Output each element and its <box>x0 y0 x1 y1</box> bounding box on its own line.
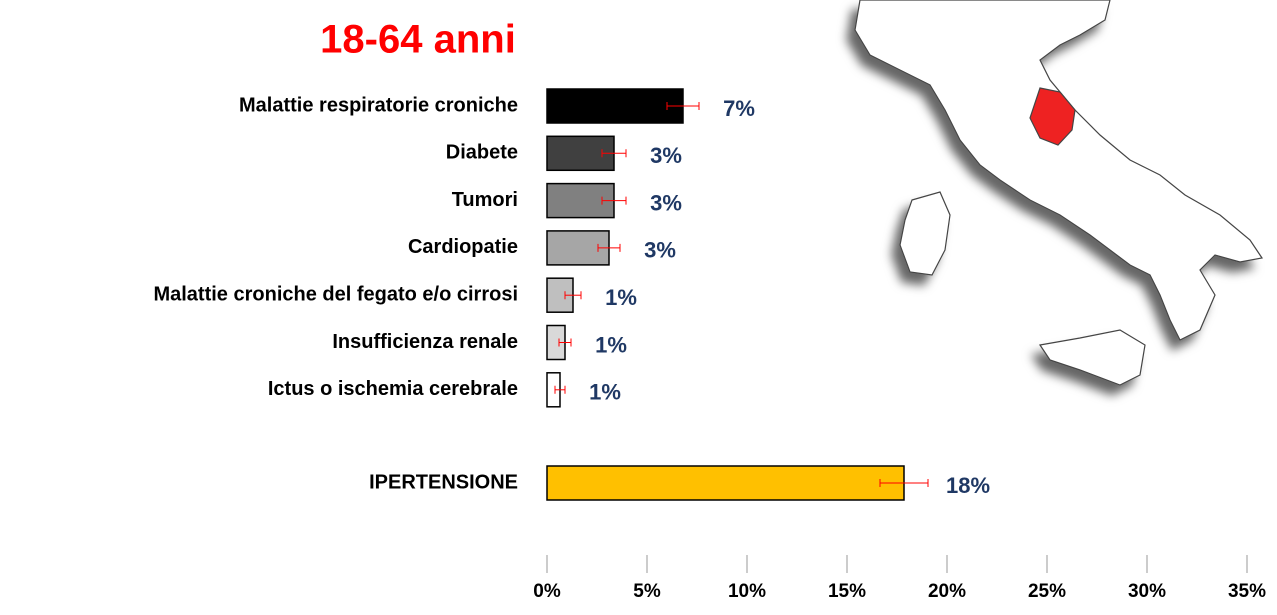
value-label: 3% <box>644 238 676 263</box>
italy-map <box>854 0 1264 386</box>
value-label: 7% <box>723 96 755 121</box>
category-label: Diabete <box>446 142 518 164</box>
value-label: 3% <box>650 190 682 215</box>
x-tick-label: 25% <box>1028 581 1066 602</box>
x-tick-label: 20% <box>928 581 966 602</box>
category-label: Insufficienza renale <box>332 331 518 353</box>
category-label: Cardiopatie <box>408 236 518 258</box>
x-tick-label: 0% <box>533 581 561 602</box>
category-label: Tumori <box>452 189 518 211</box>
chart-title: 18-64 anni <box>320 18 516 62</box>
category-label: Malattie respiratorie croniche <box>239 94 518 116</box>
x-tick-label: 10% <box>728 581 766 602</box>
x-tick-label: 30% <box>1128 581 1166 602</box>
umbria-region <box>1029 87 1076 146</box>
category-label: IPERTENSIONE <box>369 471 518 493</box>
value-label: 1% <box>605 285 637 310</box>
bar <box>546 465 905 501</box>
bar <box>546 88 684 124</box>
category-label: Ictus o ischemia cerebrale <box>268 378 518 400</box>
x-tick-label: 15% <box>828 581 866 602</box>
value-label: 3% <box>650 143 682 168</box>
value-label: 1% <box>589 380 621 405</box>
category-label: Malattie croniche del fegato e/o cirrosi <box>153 283 518 305</box>
x-tick-label: 35% <box>1228 581 1266 602</box>
x-tick-label: 5% <box>633 581 661 602</box>
value-label: 1% <box>595 332 627 357</box>
value-label: 18% <box>946 473 990 498</box>
